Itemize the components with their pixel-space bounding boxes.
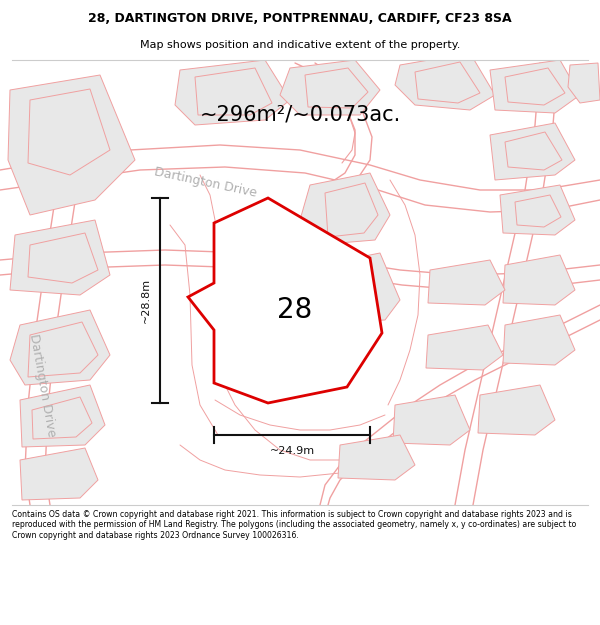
Polygon shape [20, 448, 98, 500]
Polygon shape [428, 260, 505, 305]
Text: 28, DARTINGTON DRIVE, PONTPRENNAU, CARDIFF, CF23 8SA: 28, DARTINGTON DRIVE, PONTPRENNAU, CARDI… [88, 11, 512, 24]
Polygon shape [503, 315, 575, 365]
Polygon shape [325, 183, 378, 237]
Polygon shape [490, 123, 575, 180]
Polygon shape [188, 198, 382, 403]
Polygon shape [515, 195, 561, 227]
Text: Contains OS data © Crown copyright and database right 2021. This information is : Contains OS data © Crown copyright and d… [12, 510, 576, 539]
Polygon shape [32, 397, 92, 439]
Text: Dartington Drive: Dartington Drive [26, 332, 58, 437]
Text: ~24.9m: ~24.9m [269, 446, 314, 456]
Polygon shape [505, 132, 562, 170]
Polygon shape [175, 60, 290, 125]
Polygon shape [20, 385, 105, 447]
Polygon shape [195, 68, 272, 115]
Polygon shape [568, 63, 600, 103]
Polygon shape [490, 60, 580, 113]
Polygon shape [500, 185, 575, 235]
Polygon shape [320, 253, 400, 323]
Polygon shape [280, 60, 380, 115]
Polygon shape [393, 395, 470, 445]
Polygon shape [426, 325, 503, 370]
Polygon shape [28, 322, 98, 377]
Polygon shape [8, 75, 135, 215]
Polygon shape [505, 68, 565, 105]
Polygon shape [395, 53, 495, 110]
Polygon shape [28, 89, 110, 175]
Polygon shape [10, 310, 110, 385]
Text: Map shows position and indicative extent of the property.: Map shows position and indicative extent… [140, 40, 460, 50]
Polygon shape [338, 435, 415, 480]
Polygon shape [478, 385, 555, 435]
Text: Dartington Drive: Dartington Drive [152, 166, 257, 200]
Text: ~28.8m: ~28.8m [141, 278, 151, 323]
Polygon shape [305, 68, 368, 108]
Polygon shape [10, 220, 110, 295]
Polygon shape [300, 173, 390, 245]
Text: ~296m²/~0.073ac.: ~296m²/~0.073ac. [199, 105, 401, 125]
Text: 28: 28 [277, 296, 313, 324]
Polygon shape [28, 233, 98, 283]
Polygon shape [503, 255, 575, 305]
Polygon shape [415, 62, 480, 103]
